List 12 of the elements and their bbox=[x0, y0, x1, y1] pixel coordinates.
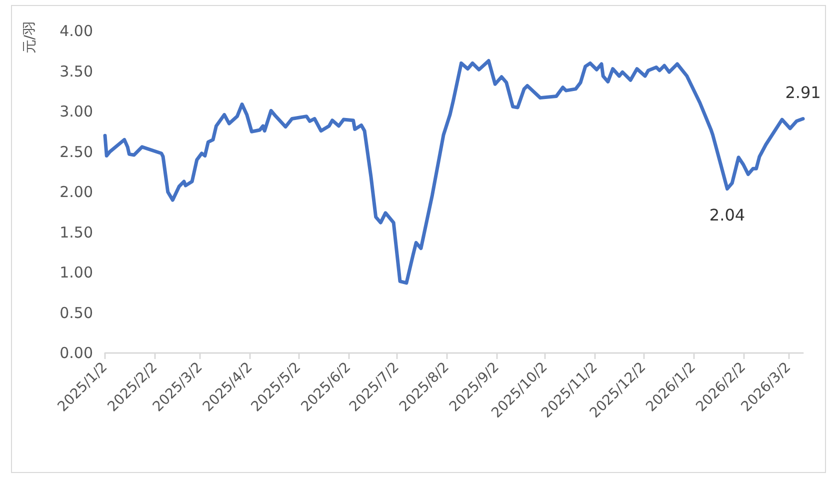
y-axis-title: 元/羽 bbox=[22, 21, 38, 54]
y-tick-label: 0.00 bbox=[60, 344, 93, 362]
y-tick-label: 3.00 bbox=[60, 102, 93, 120]
y-tick-label: 1.50 bbox=[60, 223, 93, 242]
data-label: 2.04 bbox=[709, 205, 746, 224]
y-tick-label: 1.00 bbox=[60, 264, 93, 282]
y-tick-label: 2.50 bbox=[60, 142, 93, 161]
y-tick-label: 4.00 bbox=[60, 22, 93, 40]
y-tick-label: 3.50 bbox=[60, 62, 93, 80]
data-label: 2.91 bbox=[785, 83, 821, 102]
y-tick-label: 2.00 bbox=[60, 183, 93, 201]
y-tick-label: 0.50 bbox=[60, 304, 93, 322]
